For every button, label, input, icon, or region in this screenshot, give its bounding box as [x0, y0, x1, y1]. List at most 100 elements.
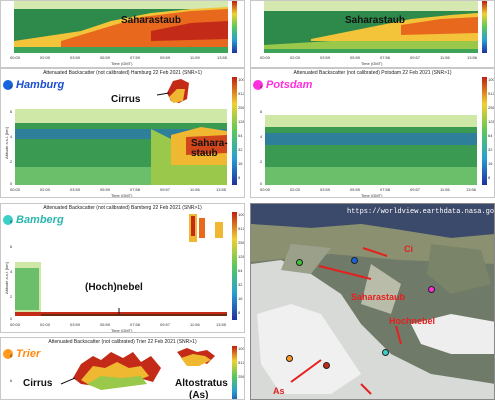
- hamburg-plot: [15, 77, 237, 185]
- potsdam-y-tick: 6: [260, 109, 263, 114]
- bamberg-marker: [3, 215, 13, 225]
- potsdam-cbar-tick: 512: [488, 91, 495, 96]
- hamburg-time-axis-label: Time (GMT): [111, 193, 133, 198]
- top-right-time-tick: 00:00: [260, 55, 271, 60]
- potsdam-y-tick: 8: [260, 84, 263, 89]
- bamberg-time-tick: 03:59: [70, 322, 81, 327]
- top-right-time-tick: 03:59: [320, 55, 331, 60]
- top-right-time-axis-label: Time (GMT): [361, 61, 383, 66]
- top-left-time-tick: 07:59: [130, 55, 141, 60]
- potsdam-cbar-tick: 32: [488, 147, 493, 152]
- hamburg-time-tick: 03:59: [70, 187, 81, 192]
- potsdam-time-tick: 02:00: [290, 187, 301, 192]
- potsdam-plot: [265, 77, 487, 185]
- potsdam-time-tick: 07:58: [380, 187, 391, 192]
- potsdam-time-tick: 05:59: [350, 187, 361, 192]
- bamberg-cbar-tick: 1000: [238, 212, 245, 217]
- bamberg-cbar-tick: 32: [238, 282, 243, 287]
- bamberg-y-tick: 4: [10, 269, 13, 274]
- potsdam-title: Attenuated Backscatter (not calibrated) …: [293, 70, 452, 76]
- bamberg-y-tick: 2: [10, 294, 13, 299]
- top-left-time-axis-label: Time (GMT): [111, 61, 133, 66]
- hamburg-cbar-tick: 64: [238, 133, 243, 138]
- potsdam-time-tick: 00:00: [260, 187, 271, 192]
- potsdam-cbar-tick: 8: [488, 175, 491, 180]
- bamberg-cbar-tick: 128: [238, 254, 245, 259]
- lidar-panel-hamburg: Attenuated Backscatter (not calibrated) …: [0, 68, 245, 198]
- hamburg-cbar-tick: 512: [238, 91, 245, 96]
- bamberg-y-tick: 6: [10, 244, 13, 249]
- satellite-map: https://worldview.earthdata.nasa.gov Ci …: [250, 203, 495, 400]
- top-right-time-tick: 09:57: [410, 55, 421, 60]
- trier-label: Trier: [16, 348, 41, 360]
- hamburg-map-marker: [351, 257, 358, 264]
- top-left-time-tick: 05:59: [100, 55, 111, 60]
- potsdam-y-tick: 4: [260, 134, 263, 139]
- potsdam-time-tick: 13:56: [466, 187, 477, 192]
- top-left-time-tick: 00:00: [10, 55, 21, 60]
- bamberg-y-label: Altitude a.s.l. [km]: [4, 262, 9, 294]
- bamberg-time-tick: 11:56: [190, 322, 200, 327]
- top-right-time-tick: 05:59: [350, 55, 361, 60]
- bamberg-time-tick: 02:00: [40, 322, 51, 327]
- hamburg-cbar-tick: 1000: [238, 77, 245, 82]
- potsdam-time-tick: 03:59: [320, 187, 331, 192]
- trier-plot: [15, 346, 237, 399]
- lidar-panel-top-right: Saharastaub 00:00 02:00 03:59 05:59 07:5…: [250, 0, 495, 68]
- bamberg-cbar-tick: 64: [238, 268, 243, 273]
- top-left-time-tick: 09:59: [160, 55, 171, 60]
- potsdam-cbar-tick: 16: [488, 161, 493, 166]
- lidar-panel-potsdam: Attenuated Backscatter (not calibrated) …: [250, 68, 495, 198]
- top-left-plot: [14, 1, 237, 53]
- hamburg-y-label: Altitude a.s.l. [km]: [4, 127, 9, 159]
- potsdam-time-axis-label: Time (GMT): [361, 193, 383, 198]
- bamberg-time-tick: 13:55: [216, 322, 227, 327]
- bamberg-time-tick: 07:58: [130, 322, 141, 327]
- bamberg-y-tick: 0: [10, 316, 13, 321]
- potsdam-label: Potsdam: [266, 79, 313, 91]
- hamburg-time-tick: 11:56: [190, 187, 200, 192]
- lidar-panel-bamberg: Attenuated Backscatter (not calibrated) …: [0, 203, 245, 333]
- bamberg-label: Bamberg: [16, 214, 64, 226]
- bamberg-y-tick: 8: [10, 219, 13, 224]
- cirrus-annotation: Cirrus: [23, 378, 53, 389]
- trier-y-tick: 8: [10, 353, 13, 358]
- bamberg-time-tick: 05:59: [100, 322, 111, 327]
- hamburg-y-tick: 2: [10, 159, 13, 164]
- top-right-time-tick: 02:00: [290, 55, 301, 60]
- hochnebel-map-label: Hochnebel: [389, 316, 436, 326]
- potsdam-y-tick: 0: [260, 181, 263, 186]
- hamburg-y-tick: 4: [10, 134, 13, 139]
- altostratus-abbr-annotation: (As): [189, 390, 209, 400]
- trier-cbar-tick: 256: [238, 374, 245, 379]
- satellite-image: [251, 204, 494, 399]
- bamberg-time-tick: 00:00: [10, 322, 21, 327]
- trier-marker: [3, 349, 13, 359]
- bamberg-title: Attenuated Backscatter (not calibrated) …: [43, 205, 202, 211]
- hamburg-y-tick: 6: [10, 109, 13, 114]
- hamburg-cbar-tick: 16: [238, 161, 243, 166]
- potsdam-cbar-tick: 64: [488, 133, 493, 138]
- top-right-plot: [264, 1, 487, 53]
- hochnebel-annotation: (Hoch)nebel: [85, 282, 143, 293]
- saharastaub-annotation: Saharastaub: [345, 15, 406, 26]
- top-left-time-tick: 03:59: [70, 55, 81, 60]
- bamberg-time-axis-label: Time (GMT): [111, 328, 133, 333]
- as-map-label: As: [273, 386, 285, 396]
- potsdam-time-tick: 11:56: [440, 187, 450, 192]
- saharastaub-annotation: Saharastaub: [121, 15, 182, 26]
- potsdam-cbar-tick: 1000: [488, 77, 495, 82]
- hamburg-cbar-tick: 256: [238, 105, 245, 110]
- potsdam-cbar-tick: 256: [488, 105, 495, 110]
- lidar-panel-trier: Attenuated Backscatter (not calibrated) …: [0, 337, 245, 400]
- potsdam-y-tick: 2: [260, 159, 263, 164]
- hamburg-cbar-tick: 128: [238, 119, 245, 124]
- saharastaub-map-label: Saharastaub: [351, 292, 406, 302]
- cirrus-annotation: Cirrus: [111, 94, 141, 105]
- trier-cbar-tick: 512: [238, 360, 245, 365]
- unnamed-green-map-marker: [296, 259, 303, 266]
- hamburg-cbar-tick: 8: [238, 175, 241, 180]
- top-right-time-tick: 13:56: [467, 55, 478, 60]
- bamberg-cbar-tick: 8: [238, 310, 241, 315]
